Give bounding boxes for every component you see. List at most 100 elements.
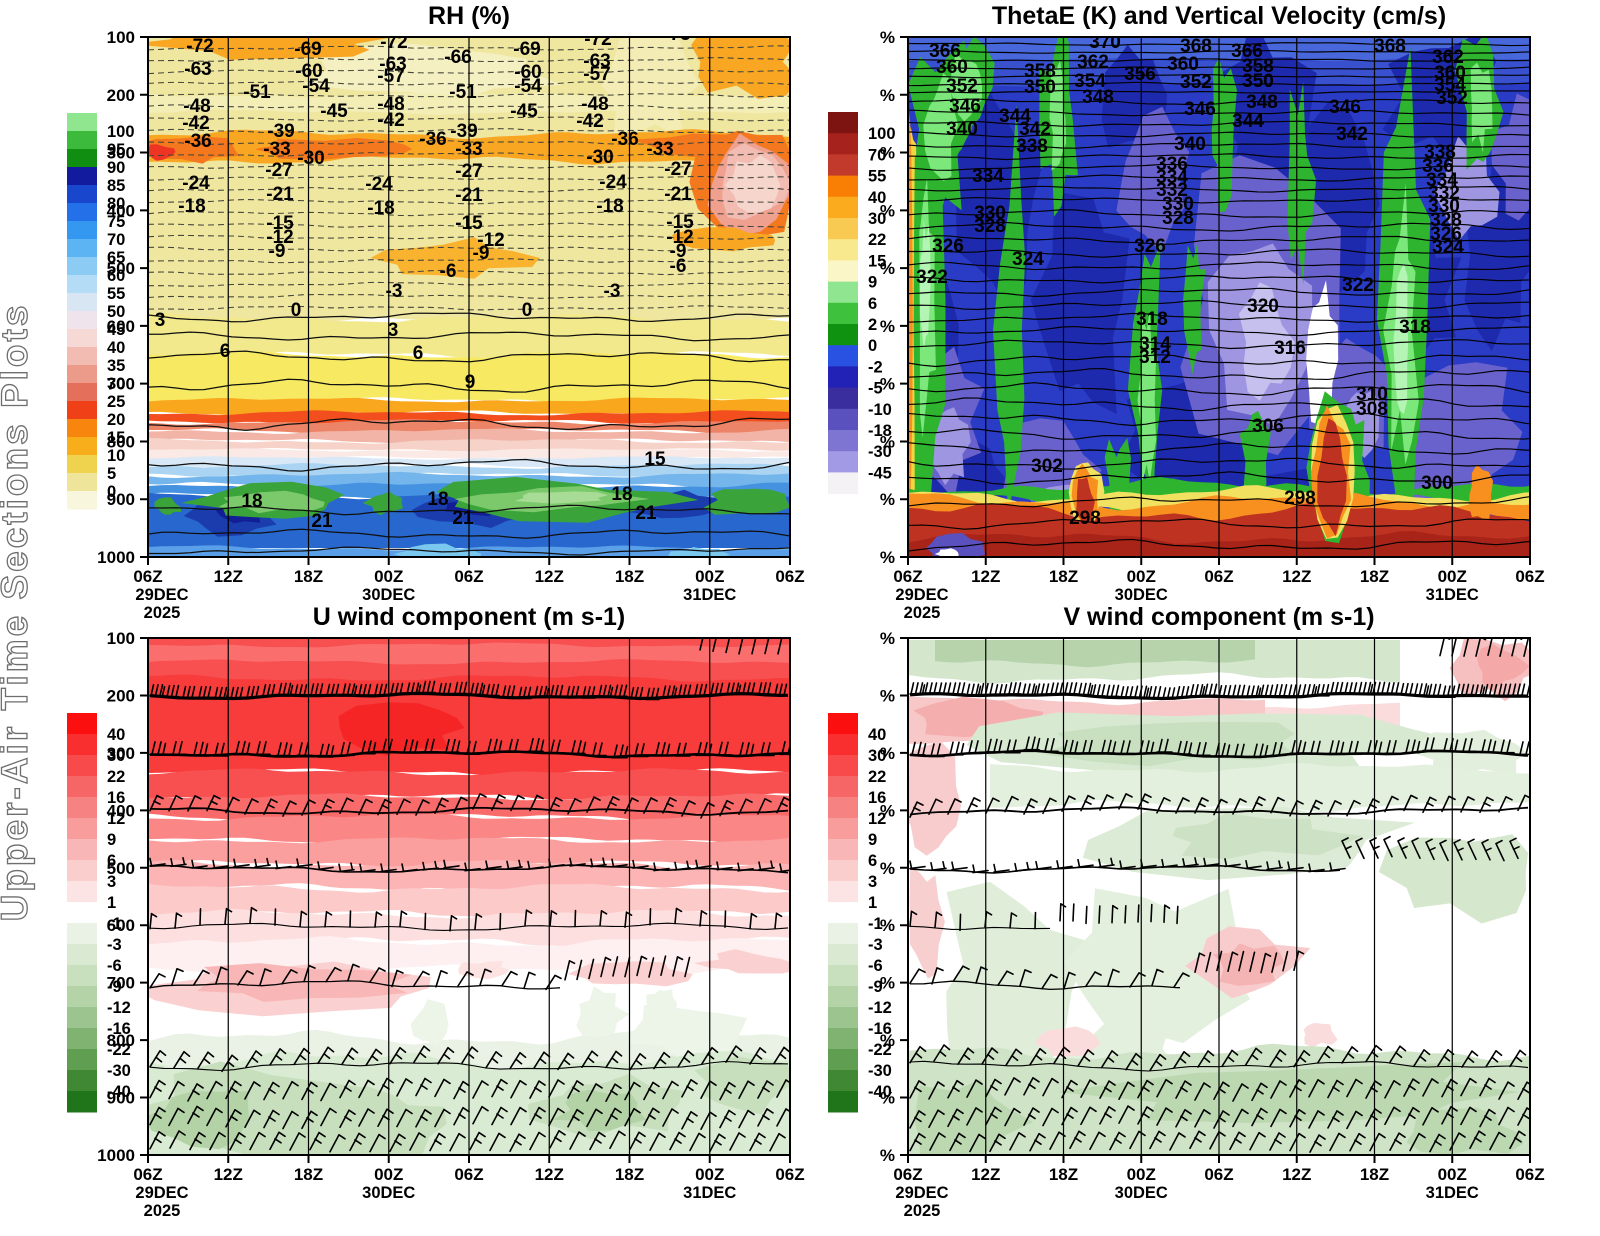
contour-label: -27 — [265, 160, 292, 181]
contour-label: 342 — [1019, 119, 1051, 140]
y-tick-label: 100 — [107, 629, 135, 648]
y-tick-label: 500 — [107, 859, 135, 878]
colorbar-swatch — [828, 112, 858, 134]
x-date-label: 29DEC — [895, 1184, 948, 1202]
colorbar-swatch — [828, 281, 858, 304]
x-tick-label: 18Z — [615, 1165, 644, 1184]
panel-title: U wind component (m s-1) — [313, 603, 626, 631]
time-grid-lines — [985, 638, 1453, 1155]
colorbar-swatch — [67, 1070, 97, 1092]
barb-row-line — [909, 806, 1529, 816]
barb-row-line — [149, 980, 561, 990]
x-date-label: 30DEC — [1115, 1184, 1168, 1202]
contour-fill-blob — [955, 92, 1049, 320]
contour-label: -42 — [576, 111, 603, 132]
x-tick-label: 12Z — [971, 1165, 1000, 1184]
colorbar-swatch — [67, 1028, 97, 1050]
colorbar-swatch — [828, 324, 858, 346]
contour-label: 334 — [1426, 170, 1458, 191]
colorbar-swatch — [67, 221, 97, 240]
contour-label: -9 — [269, 241, 286, 262]
panel-body-vwind — [908, 638, 1530, 1155]
contour-label: -75 — [663, 24, 691, 45]
contour-label: -24 — [599, 172, 627, 193]
contour-fill-blob — [1433, 136, 1500, 241]
colorbar-label: 55 — [868, 168, 886, 186]
y-tick-label: 600 — [107, 916, 135, 935]
contour-fill-blob — [1476, 644, 1530, 691]
contour-fill-blob — [1049, 60, 1067, 171]
panel-title: RH (%) — [428, 2, 510, 30]
contour-label: 312 — [1139, 347, 1171, 368]
contour-label: 300 — [1421, 473, 1453, 494]
contour-fill-blob — [724, 155, 781, 213]
colorbar-label: 22 — [868, 768, 886, 786]
colorbar-label: 9 — [868, 831, 877, 849]
contour-label: -57 — [583, 64, 610, 85]
wind-barbs — [149, 906, 783, 932]
colorbar-label: 1 — [868, 894, 877, 912]
contour-label: 0 — [291, 300, 302, 321]
x-tick-label: 18Z — [1360, 567, 1389, 586]
contour-label: 352 — [946, 76, 978, 97]
contour-label: 354 — [1434, 75, 1466, 96]
contour-fill-blob — [148, 1091, 249, 1150]
panel-title: V wind component (m s-1) — [1063, 603, 1374, 631]
colorbar-swatch — [67, 1091, 97, 1113]
contour-fill-blob — [1076, 477, 1095, 527]
y-tick-label: % — [880, 432, 895, 451]
colorbar-label: 16 — [868, 789, 886, 807]
contour-label: -63 — [583, 51, 610, 72]
colorbar-swatch — [828, 713, 858, 735]
y-tick-label: 200 — [107, 686, 135, 705]
barb-row-line — [149, 922, 789, 931]
colorbar-label: 50 — [107, 303, 125, 321]
contour-label: 324 — [1432, 237, 1464, 258]
contour-fill-blob — [1303, 1023, 1338, 1048]
contour-label: -6 — [440, 261, 457, 282]
colorbar-swatch — [67, 239, 97, 258]
contour-fill-blob — [154, 497, 182, 515]
colorbar-label: 1 — [107, 894, 116, 912]
contour-fill-blob — [148, 37, 395, 60]
colorbar-label: -16 — [107, 1020, 131, 1038]
wind-barbs — [909, 910, 1037, 932]
colorbar-label: -3 — [868, 936, 883, 954]
colorbar-label: -16 — [868, 1020, 892, 1038]
y-tick-label: % — [880, 548, 895, 567]
x-tick-label: 06Z — [1204, 567, 1233, 586]
contour-label: 368 — [1180, 36, 1212, 57]
contour-label: 368 — [1374, 36, 1406, 57]
contour-label: 352 — [1436, 88, 1468, 109]
y-tick-label: % — [880, 201, 895, 220]
colorbar-label: -22 — [107, 1041, 131, 1059]
colorbar-label: 25 — [107, 393, 125, 411]
x-date-label: 31DEC — [1426, 1184, 1479, 1202]
colorbar-swatch — [67, 797, 97, 819]
colorbar-swatch — [828, 302, 858, 325]
contour-label: 316 — [1274, 338, 1306, 359]
colorbar-label: 45 — [107, 321, 125, 339]
colorbar-label: -5 — [868, 380, 883, 398]
contour-label: 326 — [932, 236, 964, 257]
contour-label: 346 — [1184, 99, 1216, 120]
contour-label: 310 — [1356, 384, 1388, 405]
contour-fill-blob — [627, 1005, 748, 1057]
wind-barbs — [909, 965, 1190, 990]
barb-row-line — [909, 925, 1051, 930]
colorbar-swatch — [67, 818, 97, 840]
contour-label: 330 — [974, 203, 1006, 224]
contour-fill-blob — [908, 112, 913, 542]
contour-label: 9 — [465, 372, 476, 393]
colorbar-swatch — [828, 860, 858, 882]
wind-barbs — [1059, 903, 1179, 925]
contour-label: -3 — [604, 281, 621, 302]
colorbar-label: 22 — [868, 231, 886, 249]
contour-lines-solid — [148, 312, 790, 556]
axis-ticks — [900, 637, 1531, 1163]
contour-label: -54 — [514, 76, 542, 97]
colorbar-label: 0 — [868, 337, 877, 355]
y-tick-label: % — [880, 859, 895, 878]
colorbar-label: 2 — [868, 316, 877, 334]
contour-label: -12 — [666, 227, 693, 248]
